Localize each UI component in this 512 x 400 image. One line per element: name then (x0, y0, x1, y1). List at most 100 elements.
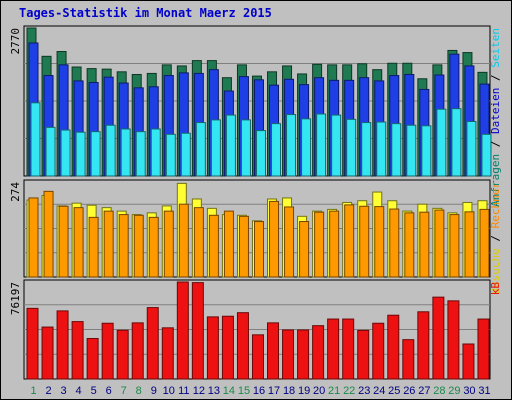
x-tick-day-18: 18 (283, 385, 295, 397)
bar-pages-day-28 (436, 108, 447, 177)
bar-pages-day-5 (90, 131, 101, 177)
bar-kbytes-day-17 (267, 322, 280, 380)
bar-pages-day-12 (195, 122, 206, 177)
legend-entry: / (489, 68, 502, 88)
bar-pages-day-4 (75, 131, 86, 177)
x-tick-day-13: 13 (208, 385, 220, 397)
x-tick-day-8: 8 (136, 385, 142, 397)
x-tick-day-11: 11 (178, 385, 189, 397)
legend-entry: Besuche (489, 248, 502, 294)
bar-kbytes-day-15 (236, 312, 249, 380)
bar-sites-day-25 (389, 208, 400, 278)
x-tick-day-5: 5 (91, 385, 97, 397)
bar-kbytes-day-27 (417, 311, 430, 380)
bar-kbytes-day-31 (477, 318, 490, 380)
bar-pages-day-26 (406, 124, 417, 177)
x-tick-day-26: 26 (403, 385, 415, 397)
panel-top-max-label: 2770 (9, 28, 22, 55)
x-tick-day-17: 17 (268, 385, 280, 397)
panel-middle: 274 Besuche / Rechner (9, 179, 502, 295)
legend-entry: kB (489, 282, 502, 296)
x-tick-day-12: 12 (193, 385, 205, 397)
bar-sites-day-11 (178, 203, 189, 278)
bar-pages-day-16 (255, 130, 266, 177)
bar-sites-day-7 (118, 214, 129, 278)
bar-pages-day-8 (135, 131, 146, 177)
bar-sites-day-19 (299, 221, 310, 278)
bar-kbytes-day-3 (56, 310, 69, 380)
bar-kbytes-day-22 (342, 318, 355, 380)
bar-kbytes-day-2 (41, 326, 54, 380)
bar-sites-day-12 (193, 207, 204, 278)
bar-pages-day-7 (120, 128, 131, 177)
bar-sites-day-2 (43, 190, 54, 278)
panel-bottom-legend: kB (489, 282, 502, 296)
legend-entry: / (489, 228, 502, 248)
bar-kbytes-day-29 (447, 300, 460, 380)
bar-kbytes-day-24 (372, 322, 385, 380)
bar-sites-day-24 (374, 206, 385, 278)
bar-pages-day-6 (105, 124, 116, 177)
bar-sites-day-10 (163, 210, 174, 278)
bar-kbytes-day-7 (116, 329, 129, 380)
bar-pages-day-17 (271, 123, 282, 177)
bar-kbytes-day-10 (161, 327, 174, 380)
x-tick-day-19: 19 (298, 385, 310, 397)
panel-top: 2770 Anfragen / Dateien / Seiten (9, 25, 502, 207)
x-tick-day-2: 2 (45, 385, 51, 397)
panel-bottom: 76197 kB (9, 279, 502, 380)
x-tick-day-28: 28 (433, 385, 445, 397)
bar-pages-day-14 (225, 114, 236, 177)
bar-pages-day-9 (150, 128, 161, 177)
bar-pages-day-15 (240, 119, 251, 177)
x-tick-day-22: 22 (343, 385, 355, 397)
x-tick-day-15: 15 (238, 385, 250, 397)
bar-sites-day-13 (208, 214, 219, 278)
chart-title: Tages-Statistik im Monat Maerz 2015 (19, 6, 272, 20)
x-tick-day-9: 9 (151, 385, 157, 397)
legend-entry: / (489, 134, 502, 154)
bar-kbytes-day-26 (402, 339, 415, 380)
bar-pages-day-13 (210, 119, 221, 177)
bar-pages-day-29 (451, 108, 462, 177)
bar-pages-day-1 (30, 102, 41, 177)
bar-pages-day-24 (376, 121, 387, 177)
x-tick-day-30: 30 (463, 385, 475, 397)
x-tick-day-16: 16 (253, 385, 265, 397)
bar-pages-day-25 (391, 123, 402, 177)
bar-pages-day-10 (165, 133, 176, 177)
bar-kbytes-day-30 (462, 343, 475, 380)
bar-kbytes-day-12 (191, 282, 204, 380)
bar-kbytes-day-8 (131, 322, 144, 380)
bar-sites-day-16 (253, 221, 264, 278)
legend-entry: Seiten (489, 28, 502, 68)
x-tick-day-1: 1 (30, 385, 36, 397)
bar-pages-day-19 (301, 118, 312, 177)
bar-kbytes-day-1 (26, 307, 39, 380)
x-tick-day-25: 25 (388, 385, 400, 397)
panel-top-legend: Anfragen / Dateien / Seiten (489, 28, 502, 207)
bar-sites-day-6 (103, 210, 114, 278)
bar-sites-day-21 (329, 210, 340, 278)
bar-pages-day-11 (180, 132, 191, 177)
legend-entry: Rechner (489, 182, 502, 229)
panel-middle-max-label: 274 (9, 182, 22, 202)
bar-sites-day-1 (28, 197, 39, 278)
bar-sites-day-27 (419, 211, 430, 278)
bar-kbytes-day-23 (357, 329, 370, 380)
bar-kbytes-day-19 (297, 329, 310, 380)
bar-sites-day-5 (88, 216, 99, 278)
bar-pages-day-22 (346, 118, 357, 177)
bar-sites-day-3 (58, 205, 69, 278)
bar-sites-day-20 (314, 211, 325, 278)
bar-kbytes-day-9 (146, 307, 159, 380)
bar-kbytes-day-13 (206, 316, 219, 380)
bar-pages-day-30 (466, 121, 477, 177)
bar-sites-day-4 (73, 207, 84, 278)
bar-kbytes-day-4 (71, 321, 84, 380)
x-tick-day-7: 7 (121, 385, 127, 397)
bar-pages-day-27 (421, 125, 432, 177)
x-tick-day-24: 24 (373, 385, 385, 397)
bar-sites-day-17 (269, 200, 280, 278)
